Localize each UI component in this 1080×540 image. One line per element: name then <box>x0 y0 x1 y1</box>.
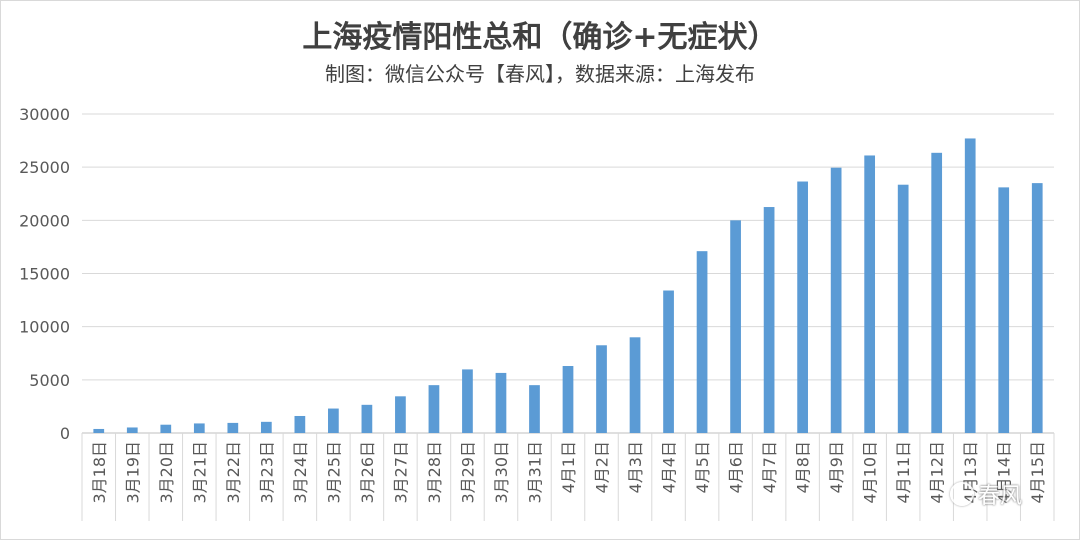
x-tick-label: 3月19日 <box>123 441 142 504</box>
x-tick-label: 3月26日 <box>358 441 377 504</box>
x-tick-label: 4月11日 <box>894 441 913 504</box>
bar <box>495 372 507 433</box>
bar <box>294 415 306 433</box>
bar <box>830 167 842 433</box>
watermark-text: 春风 <box>978 484 1023 509</box>
y-tick-label: 25000 <box>19 158 70 177</box>
y-tick-label: 15000 <box>19 265 70 284</box>
bar <box>864 155 876 433</box>
y-tick-label: 30000 <box>19 105 70 124</box>
bar <box>462 369 473 433</box>
bar <box>395 396 406 433</box>
bar <box>160 424 172 433</box>
bar <box>629 337 641 433</box>
x-tick-label: 3月28日 <box>425 441 444 504</box>
bar <box>428 385 440 433</box>
y-tick-label: 20000 <box>19 211 70 230</box>
x-tick-label: 4月6日 <box>727 441 746 493</box>
x-tick-label: 3月18日 <box>90 441 109 504</box>
x-tick-label: 4月9日 <box>827 441 846 493</box>
x-tick-label: 4月15日 <box>1028 441 1047 504</box>
x-tick-label: 3月22日 <box>224 441 243 504</box>
x-tick-label: 3月31日 <box>525 441 544 504</box>
bar <box>193 423 205 433</box>
x-tick-label: 4月12日 <box>928 441 947 504</box>
bar <box>730 220 741 433</box>
bar <box>361 404 373 433</box>
bar <box>696 251 708 433</box>
x-tick-label: 3月27日 <box>391 441 410 504</box>
wechat-icon <box>950 482 974 506</box>
bar <box>126 427 138 433</box>
x-tick-label: 4月14日 <box>995 441 1014 504</box>
y-tick-label: 0 <box>60 424 70 443</box>
watermark: 春风 <box>950 478 1022 510</box>
x-tick-label: 4月1日 <box>559 441 578 493</box>
x-tick-label: 3月20日 <box>157 441 176 504</box>
x-tick-label: 4月10日 <box>861 441 880 504</box>
x-tick-label: 4月8日 <box>794 441 813 493</box>
x-tick-label: 3月30日 <box>492 441 511 504</box>
bar <box>328 408 339 433</box>
bar <box>964 138 976 433</box>
x-tick-label: 4月5日 <box>693 441 712 493</box>
bar <box>529 385 540 433</box>
x-tick-label: 4月4日 <box>660 441 679 493</box>
x-tick-label: 3月29日 <box>458 441 477 504</box>
bar <box>1031 183 1043 433</box>
chart-title: 上海疫情阳性总和（确诊+无症状） <box>302 20 778 55</box>
bar <box>227 422 239 433</box>
x-tick-label: 4月3日 <box>626 441 645 493</box>
bar <box>763 207 775 433</box>
x-tick-label: 4月2日 <box>593 441 612 493</box>
bar <box>931 152 943 434</box>
bar <box>596 345 607 433</box>
bar <box>998 187 1010 433</box>
x-tick-label: 3月24日 <box>291 441 310 504</box>
bar <box>260 421 272 433</box>
x-tick-label: 3月23日 <box>257 441 276 504</box>
x-tick-label: 3月25日 <box>324 441 343 504</box>
bar <box>663 290 674 433</box>
y-tick-label: 10000 <box>19 318 70 337</box>
chart-subtitle: 制图：微信公众号【春风】，数据来源：上海发布 <box>325 62 755 86</box>
bar <box>897 184 909 433</box>
bar <box>797 181 808 433</box>
x-tick-label: 4月7日 <box>760 441 779 493</box>
x-tick-label: 3月21日 <box>190 441 209 504</box>
bar <box>93 428 105 433</box>
y-tick-label: 5000 <box>29 371 70 390</box>
bar <box>562 366 574 433</box>
